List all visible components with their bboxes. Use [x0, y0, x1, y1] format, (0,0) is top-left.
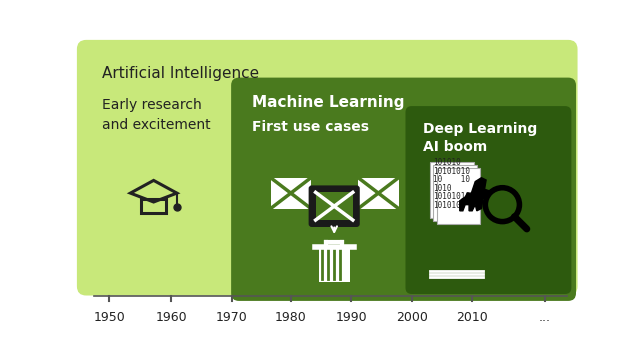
- Text: 1980: 1980: [275, 311, 307, 324]
- Text: 1010: 1010: [433, 184, 451, 193]
- Text: 101010: 101010: [433, 158, 460, 168]
- Text: 10101010: 10101010: [433, 167, 470, 176]
- FancyBboxPatch shape: [316, 192, 353, 220]
- Polygon shape: [460, 178, 489, 211]
- Text: Deep Learning: Deep Learning: [423, 121, 538, 135]
- FancyBboxPatch shape: [231, 78, 576, 301]
- FancyBboxPatch shape: [406, 106, 572, 294]
- FancyBboxPatch shape: [308, 185, 360, 227]
- Text: 2010: 2010: [456, 311, 488, 324]
- Text: 1990: 1990: [335, 311, 367, 324]
- Text: First use cases: First use cases: [252, 120, 369, 134]
- Text: 1970: 1970: [216, 311, 248, 324]
- FancyBboxPatch shape: [436, 169, 480, 224]
- Text: 10    10: 10 10: [433, 175, 470, 184]
- FancyBboxPatch shape: [358, 178, 399, 208]
- Text: AI boom: AI boom: [423, 140, 488, 154]
- Text: 101010: 101010: [433, 201, 460, 210]
- Text: Machine Learning: Machine Learning: [252, 95, 404, 110]
- Text: 10101010: 10101010: [433, 192, 470, 201]
- FancyBboxPatch shape: [430, 162, 474, 218]
- FancyBboxPatch shape: [433, 165, 477, 221]
- FancyBboxPatch shape: [319, 247, 349, 282]
- FancyBboxPatch shape: [271, 178, 311, 208]
- Text: ...: ...: [539, 311, 551, 324]
- FancyBboxPatch shape: [77, 40, 577, 295]
- Text: 1950: 1950: [93, 311, 125, 324]
- Text: Early research
and excitement: Early research and excitement: [102, 98, 211, 132]
- Text: 2000: 2000: [396, 311, 428, 324]
- Text: 1960: 1960: [156, 311, 188, 324]
- Text: Artificial Intelligence: Artificial Intelligence: [102, 66, 259, 81]
